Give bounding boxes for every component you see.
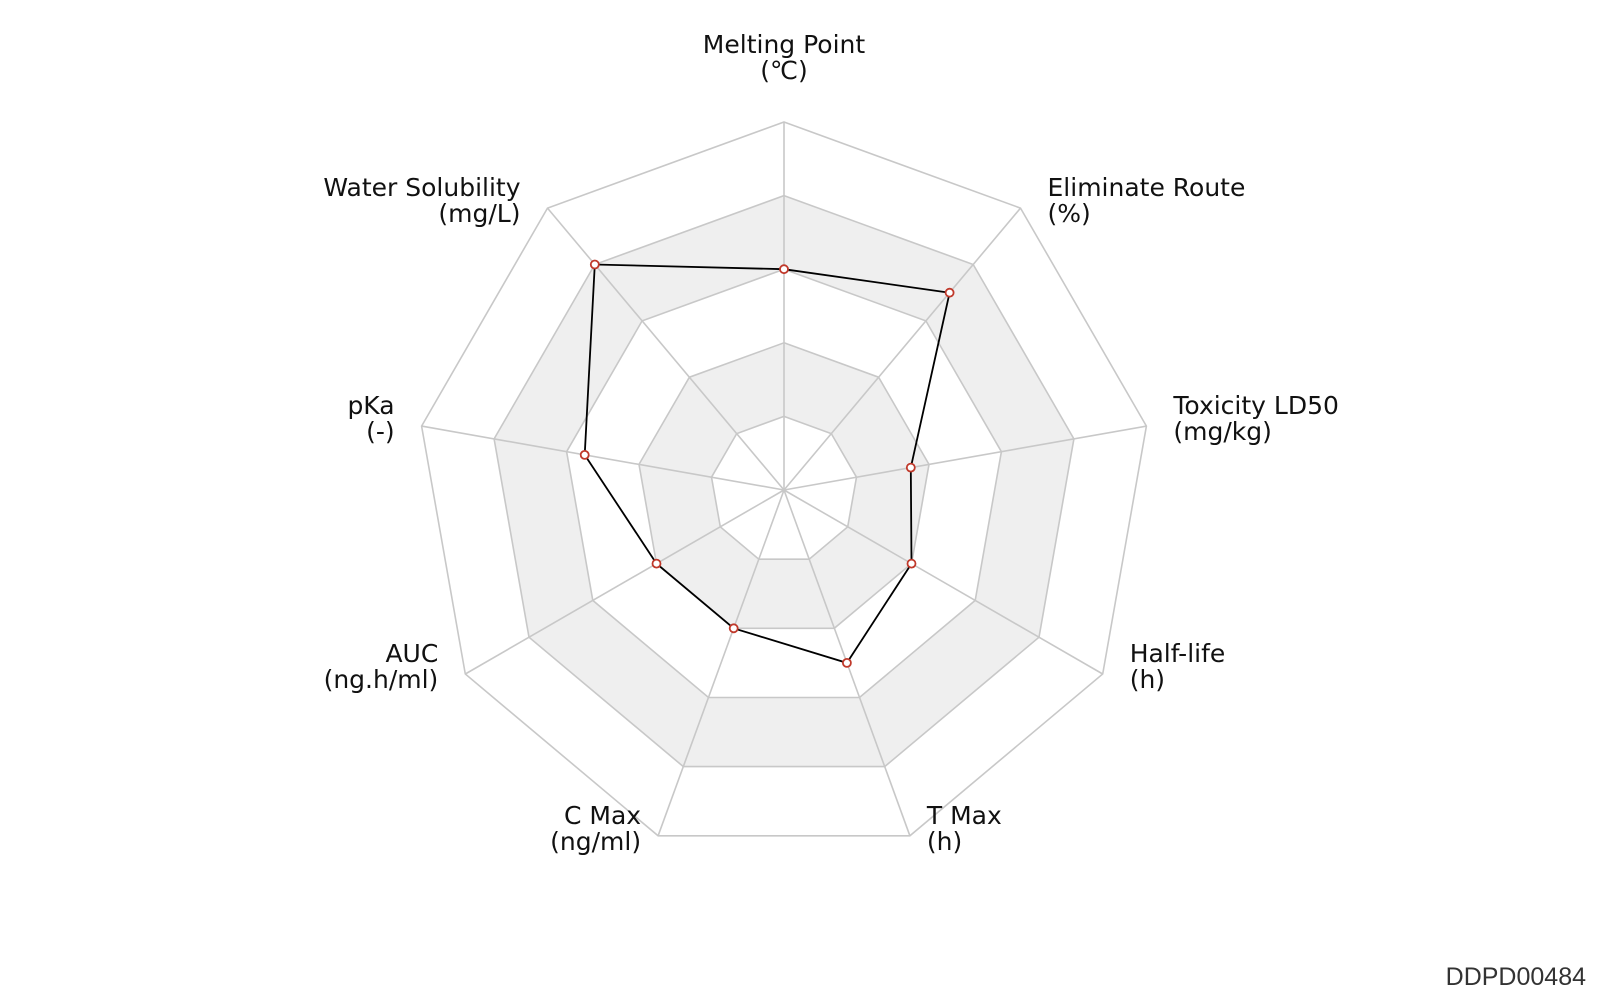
axis-label-unit: (%): [1048, 199, 1091, 228]
axis-label-3: Half-life(h): [1130, 639, 1226, 694]
radar-point-0: [780, 265, 788, 273]
axis-label-name: T Max: [926, 801, 1002, 830]
record-id: DDPD00484: [1446, 963, 1586, 992]
radar-point-8: [591, 261, 599, 269]
axis-label-5: C Max(ng/ml): [550, 801, 641, 856]
axis-label-unit: (ng/ml): [550, 827, 641, 856]
axis-label-unit: (mg/kg): [1173, 417, 1272, 446]
radar-point-2: [907, 464, 915, 472]
axis-label-name: AUC: [385, 639, 438, 668]
axis-label-name: pKa: [347, 391, 394, 420]
axis-label-2: Toxicity LD50(mg/kg): [1172, 391, 1339, 446]
axis-label-unit: (℃): [760, 56, 808, 85]
radar-point-1: [946, 289, 954, 297]
axis-label-name: C Max: [564, 801, 641, 830]
axis-label-unit: (mg/L): [438, 199, 520, 228]
radar-point-6: [653, 560, 661, 568]
axis-label-name: Water Solubility: [323, 173, 520, 202]
axis-label-unit: (ng.h/ml): [324, 665, 439, 694]
axis-label-0: Melting Point(℃): [703, 30, 866, 85]
radar-point-7: [581, 451, 589, 459]
axis-label-1: Eliminate Route(%): [1048, 173, 1246, 228]
axis-label-4: T Max(h): [926, 801, 1002, 856]
radar-point-5: [730, 624, 738, 632]
axis-label-7: pKa(-): [347, 391, 394, 446]
axis-label-name: Half-life: [1130, 639, 1226, 668]
radar-point-4: [843, 659, 851, 667]
axis-label-unit: (-): [366, 417, 395, 446]
axis-label-name: Eliminate Route: [1048, 173, 1246, 202]
axis-label-8: Water Solubility(mg/L): [323, 173, 520, 228]
axis-label-6: AUC(ng.h/ml): [324, 639, 439, 694]
radar-point-3: [908, 560, 916, 568]
axis-label-unit: (h): [1130, 665, 1165, 694]
axis-label-unit: (h): [927, 827, 962, 856]
axis-label-name: Melting Point: [703, 30, 866, 59]
axis-label-name: Toxicity LD50: [1172, 391, 1339, 420]
